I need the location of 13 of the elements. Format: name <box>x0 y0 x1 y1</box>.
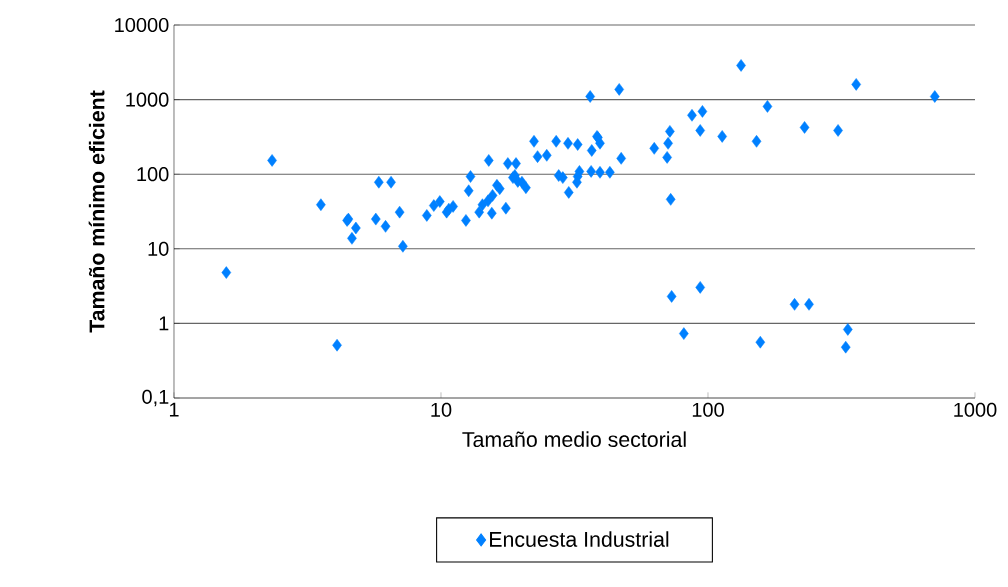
legend-label: Encuesta Industrial <box>490 531 669 547</box>
y-tick-label: 0,1 <box>142 389 169 407</box>
y-tick-label: 10 <box>148 241 169 256</box>
x-tick-label: 100 <box>692 402 724 417</box>
y-tick-label: 1 <box>159 316 169 331</box>
x-tick-label: 1000 <box>954 402 997 417</box>
x-tick-label: 10 <box>431 402 452 417</box>
x-tick-label: 1 <box>169 402 179 417</box>
x-axis-title: Tamaño medio sectorial <box>462 431 686 448</box>
y-tick-label: 1000 <box>126 92 169 107</box>
y-tick-label: 100 <box>137 167 169 182</box>
y-tick-label: 10000 <box>115 17 169 33</box>
y-axis-title: Tamaño mínimo eficient <box>88 90 105 333</box>
